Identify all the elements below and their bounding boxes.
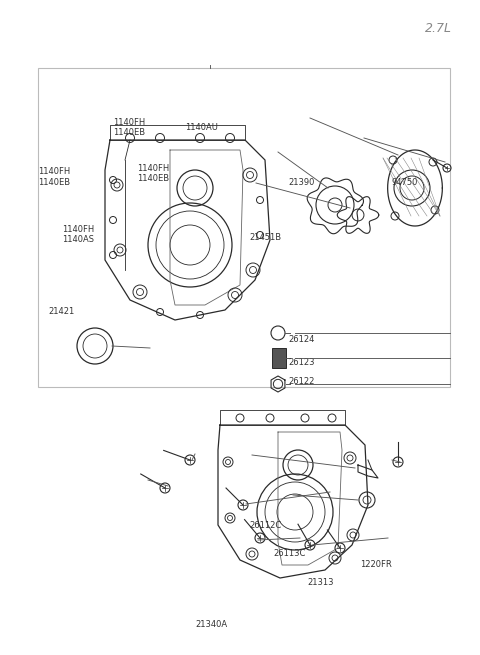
- Text: 21390: 21390: [288, 178, 314, 187]
- Text: 94750: 94750: [391, 178, 418, 187]
- Text: 1140FH
1140EB: 1140FH 1140EB: [137, 164, 169, 183]
- Text: 26113C: 26113C: [274, 549, 306, 558]
- Text: 1140FH
1140AS: 1140FH 1140AS: [62, 225, 95, 244]
- Text: 21451B: 21451B: [250, 233, 282, 242]
- Text: 26112C: 26112C: [250, 521, 282, 531]
- Text: 26124: 26124: [288, 335, 314, 345]
- Bar: [38, 68, 450, 387]
- Text: 1140FH
1140EB: 1140FH 1140EB: [38, 167, 71, 187]
- Bar: [272, 348, 286, 368]
- Text: 1140FH
1140EB: 1140FH 1140EB: [113, 118, 145, 138]
- Text: 1220FR: 1220FR: [360, 560, 392, 569]
- Text: 26122: 26122: [288, 377, 314, 386]
- Text: 21340A: 21340A: [195, 620, 227, 629]
- Text: 21421: 21421: [48, 307, 74, 316]
- Text: 21313: 21313: [307, 578, 334, 588]
- Text: 26123: 26123: [288, 358, 314, 367]
- Text: 1140AU: 1140AU: [185, 123, 217, 132]
- Text: 2.7L: 2.7L: [425, 22, 452, 35]
